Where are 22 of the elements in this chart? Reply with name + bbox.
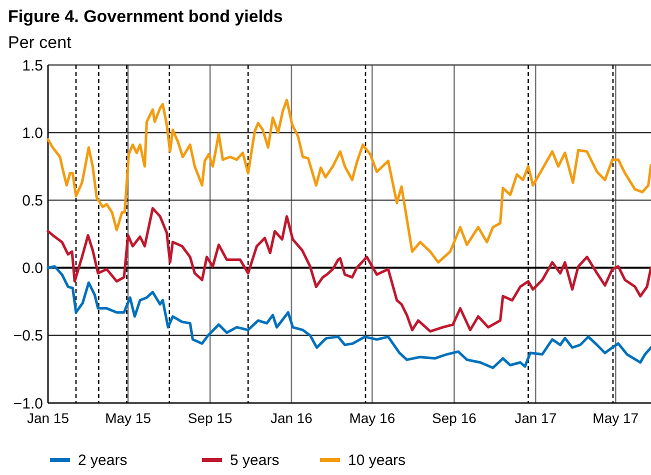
- chart-subtitle: Per cent: [8, 33, 72, 52]
- line-series: [46, 265, 651, 370]
- x-tick-label: Jan 15: [26, 410, 70, 426]
- y-tick-label: −1.0: [13, 395, 43, 412]
- y-tick-label: 0.5: [22, 192, 43, 210]
- x-tick-label: May 17: [592, 410, 639, 426]
- line-series: [46, 207, 651, 333]
- y-tick-label: 1.5: [22, 57, 43, 74]
- legend-label: 2 years: [78, 452, 128, 469]
- x-tick-label: May 15: [105, 410, 152, 426]
- legend-label: 10 years: [348, 452, 406, 469]
- y-tick-label: −0.5: [13, 328, 43, 345]
- y-tick-label: 0.0: [22, 260, 43, 278]
- chart-title: Figure 4. Government bond yields: [8, 7, 283, 26]
- y-tick-label: 1.0: [22, 124, 43, 142]
- x-tick-label: Jan 17: [514, 410, 557, 426]
- x-tick-label: Jan 16: [270, 410, 313, 426]
- legend-label: 5 years: [230, 452, 280, 469]
- line-series: [46, 98, 651, 264]
- x-tick-label: Sep 16: [432, 410, 477, 426]
- x-tick-label: May 16: [349, 410, 396, 426]
- x-tick-label: Sep 15: [188, 410, 232, 426]
